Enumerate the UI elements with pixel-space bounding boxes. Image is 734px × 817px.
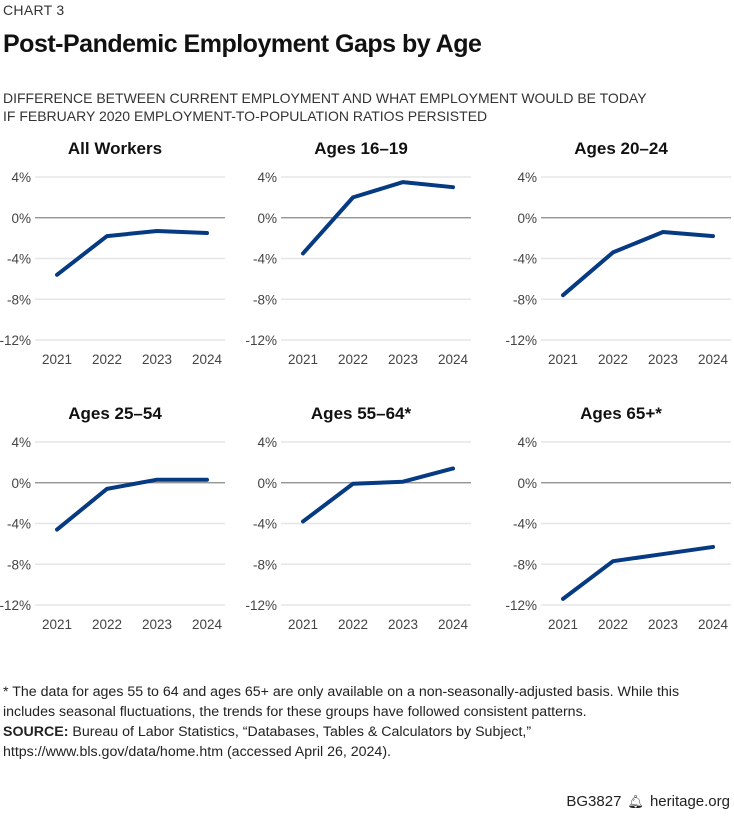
x-tick-label: 2024 (438, 617, 469, 632)
site-name: heritage.org (649, 793, 730, 810)
x-tick-label: 2024 (192, 617, 223, 632)
small-multiples-charts: All Workers 4% 0% -4% -8% -12% 2021 2022 2023 202… (0, 139, 731, 632)
footer: BG3827 🔔︎ heritage.org (566, 793, 730, 810)
x-tick-label: 2021 (42, 617, 72, 632)
y-tick-label: -8% (7, 557, 31, 572)
y-tick-label: 4% (517, 435, 537, 450)
x-tick-label: 2022 (92, 617, 122, 632)
x-tick-label: 2024 (698, 617, 729, 632)
x-tick-label: 2022 (92, 352, 122, 367)
chart-subtitle: DIFFERENCE BETWEEN CURRENT EMPLOYMENT AN… (3, 89, 647, 125)
source: SOURCE: Bureau of Labor Statistics, “Dat… (3, 722, 733, 762)
chart-title: Post-Pandemic Employment Gaps by Age (3, 30, 482, 58)
x-tick-label: 2024 (698, 352, 729, 367)
y-tick-label: -4% (253, 252, 277, 267)
y-tick-label: -12% (505, 333, 537, 348)
x-tick-label: 2023 (648, 352, 678, 367)
y-tick-label: 4% (517, 170, 537, 185)
y-tick-label: 4% (257, 170, 277, 185)
series-line (561, 230, 715, 298)
y-tick-label: 0% (11, 211, 31, 226)
y-tick-label: -8% (253, 292, 277, 307)
panel-title: Ages 20–24 (574, 139, 668, 158)
x-tick-label: 2021 (288, 617, 318, 632)
panel-title: Ages 16–19 (314, 139, 408, 158)
x-tick-label: 2024 (192, 352, 223, 367)
y-tick-label: -4% (7, 517, 31, 532)
series-line (55, 228, 209, 277)
panel-title: All Workers (68, 139, 162, 158)
y-tick-label: -4% (513, 517, 537, 532)
x-tick-label: 2021 (548, 352, 578, 367)
series-line (301, 180, 455, 256)
panel-title: Ages 55–64* (311, 404, 412, 423)
panel-title: Ages 65+* (580, 404, 662, 423)
y-tick-label: -4% (7, 252, 31, 267)
source-text: Bureau of Labor Statistics, “Databases, … (3, 724, 532, 760)
y-tick-label: 0% (517, 476, 537, 491)
report-code: BG3827 (566, 793, 622, 810)
x-tick-label: 2023 (142, 617, 172, 632)
y-tick-label: -12% (245, 333, 277, 348)
y-tick-label: 0% (257, 476, 277, 491)
series-line (301, 466, 455, 524)
y-tick-label: -12% (245, 598, 277, 613)
y-tick-label: 0% (11, 476, 31, 491)
y-tick-label: -12% (0, 333, 31, 348)
y-tick-label: 0% (517, 211, 537, 226)
y-tick-label: -12% (0, 598, 31, 613)
liberty-bell-icon: 🔔︎ (627, 793, 644, 809)
y-tick-label: 4% (257, 435, 277, 450)
subtitle-line: IF FEBRUARY 2020 EMPLOYMENT-TO-POPULATIO… (3, 108, 488, 124)
y-tick-label: -8% (253, 557, 277, 572)
source-label: SOURCE: (3, 724, 69, 740)
y-tick-label: -4% (513, 252, 537, 267)
x-tick-label: 2022 (338, 617, 368, 632)
notes: * The data for ages 55 to 64 and ages 65… (3, 682, 733, 762)
y-tick-label: 4% (11, 435, 31, 450)
y-tick-label: -4% (253, 517, 277, 532)
panel-title: Ages 25–54 (68, 404, 162, 423)
x-tick-label: 2024 (438, 352, 469, 367)
x-tick-label: 2023 (388, 352, 418, 367)
y-tick-label: 0% (257, 211, 277, 226)
x-tick-label: 2023 (142, 352, 172, 367)
x-tick-label: 2021 (548, 617, 578, 632)
chart-kicker: CHART 3 (3, 2, 65, 18)
subtitle-line: DIFFERENCE BETWEEN CURRENT EMPLOYMENT AN… (3, 90, 647, 106)
x-tick-label: 2022 (338, 352, 368, 367)
series-line (55, 477, 209, 532)
x-tick-label: 2023 (648, 617, 678, 632)
footnote: * The data for ages 55 to 64 and ages 65… (3, 684, 680, 720)
x-tick-label: 2021 (42, 352, 72, 367)
y-tick-label: -8% (7, 292, 31, 307)
x-tick-label: 2021 (288, 352, 318, 367)
y-tick-label: -8% (513, 557, 537, 572)
x-tick-label: 2022 (598, 617, 628, 632)
x-tick-label: 2022 (598, 352, 628, 367)
series-line (561, 544, 715, 601)
y-tick-label: -12% (505, 598, 537, 613)
y-tick-label: 4% (11, 170, 31, 185)
y-tick-label: -8% (513, 292, 537, 307)
x-tick-label: 2023 (388, 617, 418, 632)
